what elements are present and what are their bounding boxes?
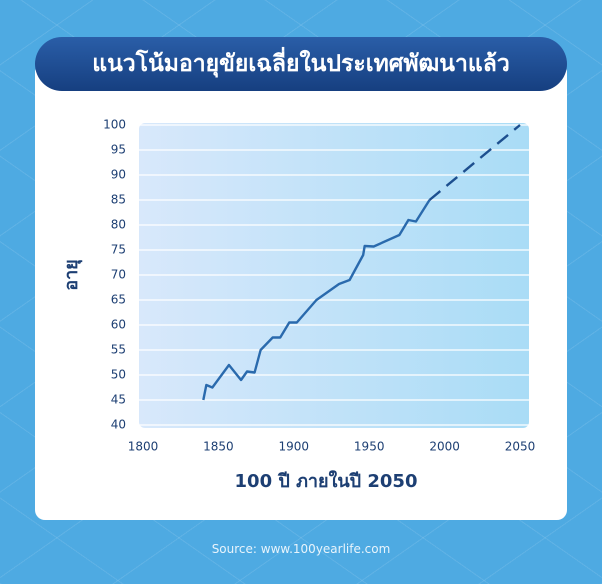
y-tick-label: 70 bbox=[111, 268, 126, 282]
data-line bbox=[202, 199, 431, 401]
y-tick-label: 45 bbox=[111, 393, 126, 407]
y-axis-label: อายุ bbox=[61, 259, 83, 290]
y-tick-label: 60 bbox=[111, 318, 126, 332]
x-axis-label: 100 ปี ภายในปี 2050 bbox=[235, 470, 418, 492]
data-line bbox=[428, 124, 521, 201]
chart-title: แนวโน้มอายุขัยเฉลี่ยในประเทศพัฒนาแล้ว bbox=[35, 37, 567, 91]
x-tick-label: 1900 bbox=[279, 440, 310, 454]
source: Source: www.100yearlife.com bbox=[211, 542, 391, 556]
y-tick-label: 85 bbox=[111, 193, 126, 207]
y-tick-label: 90 bbox=[111, 168, 126, 182]
x-tick-label: 2000 bbox=[429, 440, 460, 454]
y-tick-label: 100 bbox=[103, 118, 126, 132]
y-tick-label: 55 bbox=[111, 343, 126, 357]
x-tick-label: 1800 bbox=[128, 440, 159, 454]
y-tick-label: 80 bbox=[111, 218, 126, 232]
x-tick-label: 1850 bbox=[203, 440, 234, 454]
x-tick-label: 2050 bbox=[505, 440, 536, 454]
y-tick-label: 95 bbox=[111, 143, 126, 157]
x-tick-label: 1950 bbox=[354, 440, 385, 454]
y-tick-label: 65 bbox=[111, 293, 126, 307]
y-tick-label: 50 bbox=[111, 368, 126, 382]
y-tick-label: 40 bbox=[111, 418, 126, 432]
y-tick-label: 75 bbox=[111, 243, 126, 257]
